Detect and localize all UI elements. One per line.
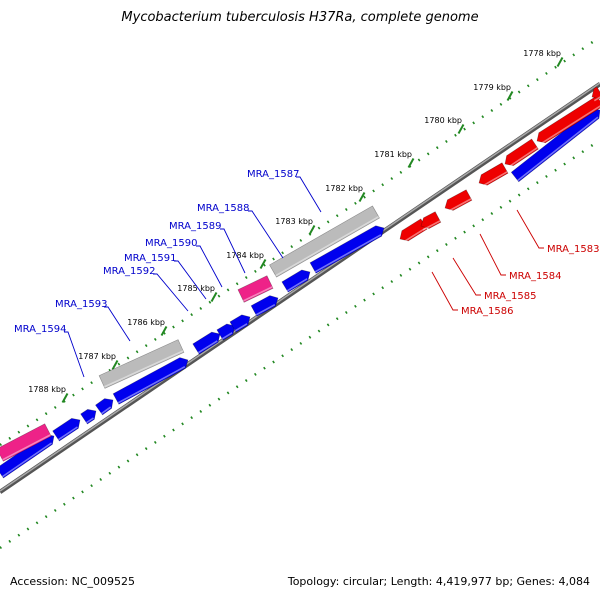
rna-gene	[237, 275, 274, 303]
label-leader-line	[104, 306, 131, 342]
forward-gene-label: MRA_1590	[145, 238, 197, 249]
scale-tick-label: 1779 kbp	[473, 83, 511, 92]
forward-gene	[80, 409, 97, 425]
inner-tick-ring	[0, 138, 600, 550]
backbone-line	[0, 82, 600, 494]
forward-gene-label: MRA_1587	[247, 169, 299, 180]
rna-gene	[0, 423, 52, 462]
forward-gene	[52, 418, 81, 442]
labels: MRA_1587 MRA_1588 MRA_1589 MRA_1590 MRA_1591…	[14, 169, 599, 335]
scale-tick-label: 1778 kbp	[523, 49, 561, 58]
label-leaders	[64, 176, 544, 378]
scale-tick-label: 1786 kbp	[127, 318, 165, 327]
scale-tick	[61, 393, 69, 403]
reverse-gene	[591, 86, 600, 102]
pseudo-gene	[269, 205, 380, 278]
scale-tick	[506, 91, 514, 101]
label-leader-line	[452, 257, 481, 296]
forward-gene-label: MRA_1591	[124, 253, 176, 264]
map-title: Mycobacterium tuberculosis H37Ra, comple…	[121, 10, 479, 25]
label-leader-line	[64, 331, 85, 378]
scale-tick	[358, 192, 366, 202]
reverse-gene	[536, 95, 600, 146]
label-leader-line	[516, 209, 544, 249]
label-leader-line	[479, 233, 506, 276]
pseudo-gene	[98, 339, 185, 389]
reverse-gene	[504, 138, 539, 169]
forward-gene-label: MRA_1594	[14, 324, 66, 335]
forward-gene-label: MRA_1589	[169, 221, 221, 232]
label-leader-line	[220, 228, 246, 274]
scale-tick-label: 1785 kbp	[177, 284, 215, 293]
scale-tick	[407, 158, 415, 168]
forward-gene	[250, 295, 279, 317]
scale-ticks: 1778 kbp 1779 kbp 1780 kbp 1781 kbp 1782 kbp…	[0, 35, 600, 550]
scale-tick	[111, 360, 119, 370]
scale-tick	[308, 225, 316, 235]
forward-gene-label: MRA_1592	[103, 266, 155, 277]
scale-tick-label: 1781 kbp	[374, 150, 412, 159]
reverse-gene-label: MRA_1584	[509, 271, 561, 282]
scale-tick	[457, 124, 465, 134]
reverse-gene-label: MRA_1586	[461, 306, 513, 317]
forward-gene	[281, 269, 311, 293]
reverse-gene-label: MRA_1583	[547, 244, 599, 255]
scale-tick-label: 1784 kbp	[226, 251, 264, 260]
scale-tick-label: 1783 kbp	[275, 217, 313, 226]
label-leader-line	[431, 271, 458, 311]
label-leader-line	[296, 176, 322, 213]
label-leader-line	[174, 260, 207, 300]
scale-tick-label: 1782 kbp	[325, 184, 363, 193]
forward-gene	[95, 398, 114, 416]
scale-tick	[160, 326, 168, 336]
forward-gene	[309, 225, 385, 274]
reverse-gene	[444, 189, 473, 213]
topology-summary: Topology: circular; Length: 4,419,977 bp…	[287, 575, 590, 588]
forward-gene-label: MRA_1593	[55, 299, 107, 310]
forward-gene	[192, 331, 221, 355]
forward-gene-label: MRA_1588	[197, 203, 249, 214]
scale-tick-label: 1780 kbp	[424, 116, 462, 125]
label-leader-line	[196, 245, 223, 288]
scale-tick	[210, 292, 218, 302]
reverse-gene	[420, 211, 442, 231]
backbone	[0, 82, 600, 494]
accession-text: Accession: NC_009525	[10, 575, 136, 588]
scale-tick-label: 1788 kbp	[28, 385, 66, 394]
forward-gene	[216, 323, 236, 341]
forward-gene	[112, 357, 189, 405]
backbone-highlight	[0, 82, 600, 492]
outer-tick-ring	[0, 35, 600, 447]
reverse-gene	[478, 162, 509, 188]
forward-gene	[229, 314, 251, 333]
scale-tick	[259, 259, 267, 269]
gene-features	[0, 86, 600, 479]
label-leader-line	[153, 273, 189, 312]
scale-tick	[556, 57, 564, 67]
reverse-gene-label: MRA_1585	[484, 291, 536, 302]
label-leader-line	[248, 210, 284, 259]
scale-tick-label: 1787 kbp	[78, 352, 116, 361]
